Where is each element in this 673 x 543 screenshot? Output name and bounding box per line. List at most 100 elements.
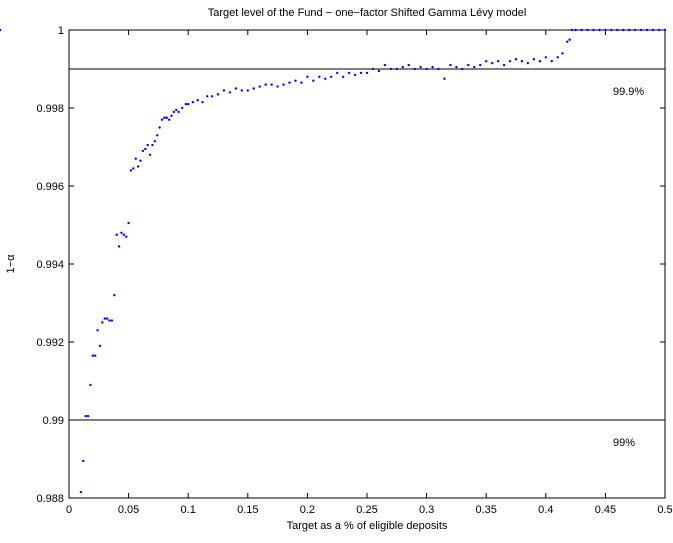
point [246,89,249,92]
point [353,73,357,77]
point [306,75,309,79]
point [371,67,375,71]
point [598,28,601,32]
point [663,28,667,32]
point [96,329,99,332]
point [566,40,569,43]
point [544,56,547,59]
point [117,245,121,248]
point [574,28,577,32]
point [132,167,135,170]
point [514,58,518,61]
point [252,87,255,90]
point [634,28,637,32]
point [0,28,2,32]
point [122,233,126,236]
point [592,28,595,32]
point [556,56,559,59]
point [141,149,145,153]
point [490,61,494,65]
point [580,28,583,32]
point [312,79,315,82]
y-tick-label: 0.994 [36,259,64,271]
point [175,108,178,112]
point [330,75,333,79]
x-tick-label: 0.4 [538,504,553,516]
point [148,153,152,156]
point [431,65,434,69]
x-tick-label: 0.3 [419,504,434,516]
y-axis-label: 1−α [5,254,17,274]
point [318,75,321,79]
point [532,58,536,61]
point [437,67,440,71]
point [158,126,161,129]
point [389,67,393,71]
axes-box [68,29,666,499]
point [341,75,345,79]
point [146,143,149,147]
chart-title: Target level of the Fund − one−factor Sh… [208,7,527,19]
x-tick-label: 0.35 [475,504,496,516]
point [129,169,133,172]
x-tick-label: 0.2 [300,504,315,516]
point [473,65,476,69]
point [526,61,530,65]
point [657,28,661,32]
point [347,71,351,75]
point [383,63,387,67]
point [103,317,106,320]
y-tick-label: 0.992 [36,337,64,349]
point [407,63,410,67]
point [586,28,589,32]
point [449,63,452,67]
point [206,95,209,98]
reference-label: 99.9% [613,86,644,98]
point [651,28,655,32]
point [455,65,458,69]
point [365,71,369,75]
x-tick-label: 0.5 [657,504,672,516]
point [419,65,422,69]
point [98,344,102,348]
point [622,28,625,32]
point [359,71,363,75]
point [167,118,171,121]
point [443,77,446,80]
x-tick-label: 0.1 [181,504,196,516]
point [108,319,111,322]
point [282,83,285,86]
point [294,79,297,82]
point [628,28,631,32]
point [187,102,190,106]
point [170,114,173,118]
point [276,85,279,88]
point [110,319,114,322]
point [645,28,649,32]
point [115,233,118,236]
point [520,60,524,63]
point [134,157,137,160]
y-tick-label: 0.988 [36,493,64,505]
point [288,81,291,84]
point [401,65,404,69]
point [616,28,619,32]
point [181,106,184,110]
point [177,110,180,114]
reference-label: 99% [613,437,635,449]
point [89,383,92,387]
point [413,67,416,71]
point [151,143,154,147]
point [240,89,244,92]
point [105,317,109,320]
point [84,414,87,418]
y-tick-label: 0.99 [43,415,64,427]
point [210,95,214,98]
point [160,118,164,121]
point [172,110,176,114]
x-tick-label: 0.25 [356,504,377,516]
point [550,60,553,63]
point [82,459,85,463]
point [395,67,398,71]
